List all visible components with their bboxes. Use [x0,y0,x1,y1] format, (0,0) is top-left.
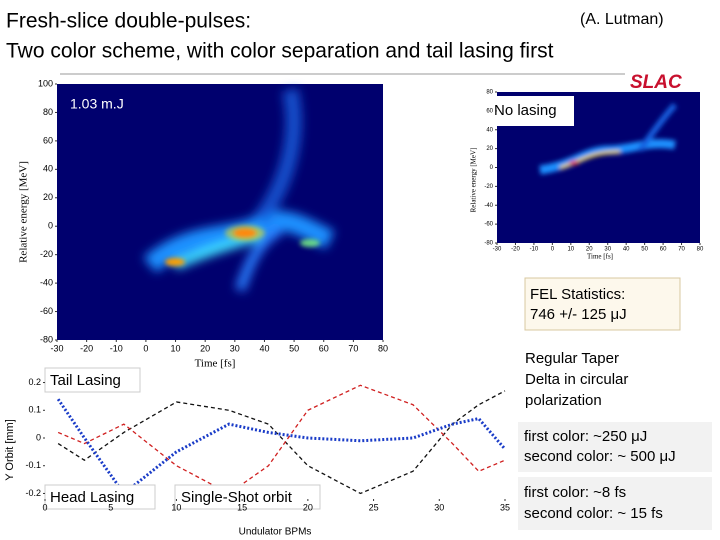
orbit-line [57,384,506,495]
x-tick-label: -10 [530,247,539,253]
x-tick-label: 60 [319,343,329,353]
inset-label: No lasing [494,102,557,119]
y-tick-label: 60 [486,108,493,114]
y-tick-label: 80 [486,90,493,96]
label-box [490,96,574,126]
y-axis-label: Y Orbit [mm] [4,419,16,481]
y-tick-label: 0.1 [28,405,41,415]
x-tick-label: 20 [303,502,313,512]
x-tick-label: 50 [289,343,299,353]
y-tick-label: -60 [40,306,53,316]
x-axis-label: Time [fs] [195,358,236,370]
x-tick-label: 50 [641,247,648,253]
stats-text: 746 +/- 125 μJ [530,306,627,323]
orbit-line [56,398,507,496]
note: Regular Taper [525,350,619,367]
y-tick-label: 0 [36,432,41,442]
x-tick-label: 80 [697,247,704,253]
y-tick-label: -40 [40,277,53,287]
y-tick-label: 60 [43,135,53,145]
logo: SLAC [630,72,682,93]
x-tick-label: 0 [143,343,148,353]
note: Delta in circular [525,371,628,388]
x-tick-label: 0 [42,502,47,512]
x-tick-label: 35 [500,502,510,512]
x-tick-label: 5 [108,502,113,512]
y-tick-label: -80 [40,334,53,344]
y-tick-label: 40 [486,127,493,133]
y-axis-label: Relative energy [MeV] [18,161,30,263]
title: Fresh-slice double-pulses: [6,10,251,33]
heatmap-image [497,92,700,243]
x-tick-label: -30 [493,247,502,253]
x-tick-label: 60 [660,247,667,253]
legend-box [44,367,141,393]
x-tick-label: 70 [678,247,685,253]
y-tick-label: 40 [43,164,53,174]
x-tick-label: 10 [171,502,181,512]
x-tick-label: -20 [511,247,520,253]
y-tick-label: -20 [484,184,493,190]
stats-box [524,277,681,331]
x-tick-label: 40 [623,247,630,253]
x-tick-label: 15 [237,502,247,512]
title: Two color scheme, with color separation … [6,40,554,63]
legend-label: Head Lasing [50,489,134,506]
legend-label: Tail Lasing [50,372,121,389]
y-tick-label: -0.1 [25,460,41,470]
y-tick-label: -0.2 [25,488,41,498]
x-tick-label: -20 [80,343,93,353]
y-tick-label: 100 [38,78,53,88]
x-tick-label: 30 [434,502,444,512]
y-tick-label: -80 [484,241,493,247]
note: polarization [525,392,602,409]
y-tick-label: 80 [43,107,53,117]
x-tick-label: 30 [604,247,611,253]
x-tick-label: -10 [110,343,123,353]
x-tick-label: 20 [200,343,210,353]
x-tick-label: -30 [50,343,63,353]
x-tick-label: 25 [369,502,379,512]
annotation: 1.03 m.J [70,96,124,112]
legend-box [174,484,321,510]
stats-text: FEL Statistics: [530,286,625,303]
info-text: first color: ~8 fs [524,484,626,501]
legend-label: Single-Shot orbit [181,489,293,506]
orbit-line [57,390,506,495]
y-tick-label: 0.2 [28,377,41,387]
y-tick-label: 0 [48,221,53,231]
heatmap-image [57,84,383,340]
x-tick-label: 10 [171,343,181,353]
y-tick-label: 20 [43,192,53,202]
info-box [518,422,712,472]
x-tick-label: 70 [348,343,358,353]
y-tick-label: 20 [486,146,493,152]
x-tick-label: 40 [259,343,269,353]
author: (A. Lutman) [580,11,664,28]
y-tick-label: 0 [490,165,494,171]
x-tick-label: 10 [567,247,574,253]
y-axis-label: Relative energy [MeV] [470,148,478,213]
info-box [518,477,712,530]
x-tick-label: 30 [230,343,240,353]
x-tick-label: 0 [551,247,555,253]
y-tick-label: -20 [40,249,53,259]
info-text: second color: ~ 15 fs [524,505,663,522]
y-tick-label: -40 [484,203,493,209]
x-axis-label: Time [fs] [587,253,613,261]
info-text: second color: ~ 500 μJ [524,448,676,465]
x-tick-label: 20 [586,247,593,253]
legend-box [44,484,156,510]
info-text: first color: ~250 μJ [524,428,647,445]
x-axis-label: Undulator BPMs [239,527,312,538]
x-tick-label: 80 [378,343,388,353]
y-tick-label: -60 [484,222,493,228]
